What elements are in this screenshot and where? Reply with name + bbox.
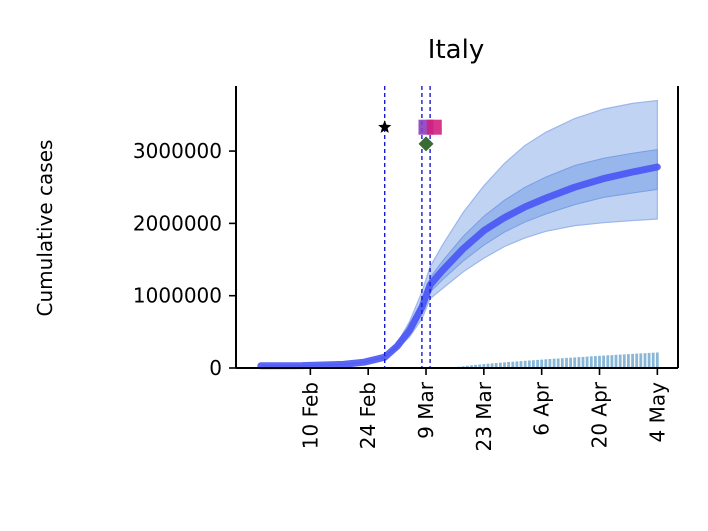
chart-title: Italy (428, 35, 484, 65)
observed-bar (581, 356, 585, 368)
observed-bar (594, 356, 597, 368)
y-axis-label: Cumulative cases (33, 140, 57, 317)
observed-bar (494, 363, 498, 368)
observed-bar (465, 365, 469, 368)
observed-bar (490, 363, 494, 368)
observed-bar (548, 359, 552, 368)
x-tick-label: 6 Apr (530, 381, 554, 435)
observed-bar (573, 357, 577, 368)
observed-bar (474, 364, 477, 368)
observed-bar (540, 359, 544, 368)
observed-bar (643, 353, 647, 368)
observed-bar (523, 360, 527, 368)
observed-bar (627, 354, 630, 368)
y-tick-label: 2000000 (133, 211, 222, 235)
x-tick-label: 20 Apr (588, 381, 612, 448)
observed-bar (655, 352, 659, 368)
observed-bar (606, 355, 610, 368)
observed-bar (527, 360, 531, 368)
diamond-marker (418, 136, 434, 152)
y-tick-label: 1000000 (133, 284, 222, 308)
observed-bar (598, 355, 601, 368)
observed-bar (585, 356, 589, 368)
observed-bar (544, 359, 548, 368)
observed-bar (610, 355, 614, 368)
observed-bar (511, 361, 515, 368)
star-marker (378, 120, 392, 133)
observed-bar (515, 361, 519, 368)
observed-bar (635, 353, 639, 368)
square-marker (426, 119, 442, 135)
observed-bar (602, 355, 605, 368)
x-tick-label: 4 May (645, 382, 669, 443)
observed-bar (560, 358, 564, 368)
x-tick-label: 23 Mar (472, 381, 496, 451)
observed-bar (532, 360, 535, 368)
observed-bar (631, 353, 634, 368)
observed-bar (647, 352, 651, 368)
observed-bar (482, 364, 486, 368)
observed-bar (503, 362, 506, 368)
y-tick-label: 3000000 (133, 139, 222, 163)
observed-bar (651, 352, 655, 368)
observed-bar (552, 358, 556, 368)
observed-bar (499, 362, 502, 368)
x-tick-label: 10 Feb (298, 382, 322, 449)
observed-bar (536, 359, 539, 368)
y-tick-label: 0 (209, 356, 222, 380)
observed-bar (470, 365, 473, 368)
observed-bar (589, 356, 593, 368)
observed-bar (618, 354, 622, 368)
x-tick-label: 9 Mar (414, 381, 438, 439)
plot-area: 0 1000000 2000000 3000000 10 Feb 24 Feb 9 Mar 2… (133, 86, 679, 452)
observed-bar (614, 354, 618, 368)
observed-bar (519, 361, 523, 368)
observed-bar (507, 362, 510, 368)
x-tick-label: 24 Feb (356, 382, 380, 449)
observed-bar (478, 364, 482, 368)
observed-bar (486, 363, 490, 368)
observed-bar (639, 353, 643, 368)
observed-bar (569, 357, 572, 368)
observed-bar (565, 357, 568, 368)
observed-bar (622, 354, 626, 368)
observed-bar (577, 357, 581, 368)
outer-credible-band (260, 99, 658, 367)
median-curve (257, 163, 661, 370)
observed-bar (556, 358, 560, 368)
